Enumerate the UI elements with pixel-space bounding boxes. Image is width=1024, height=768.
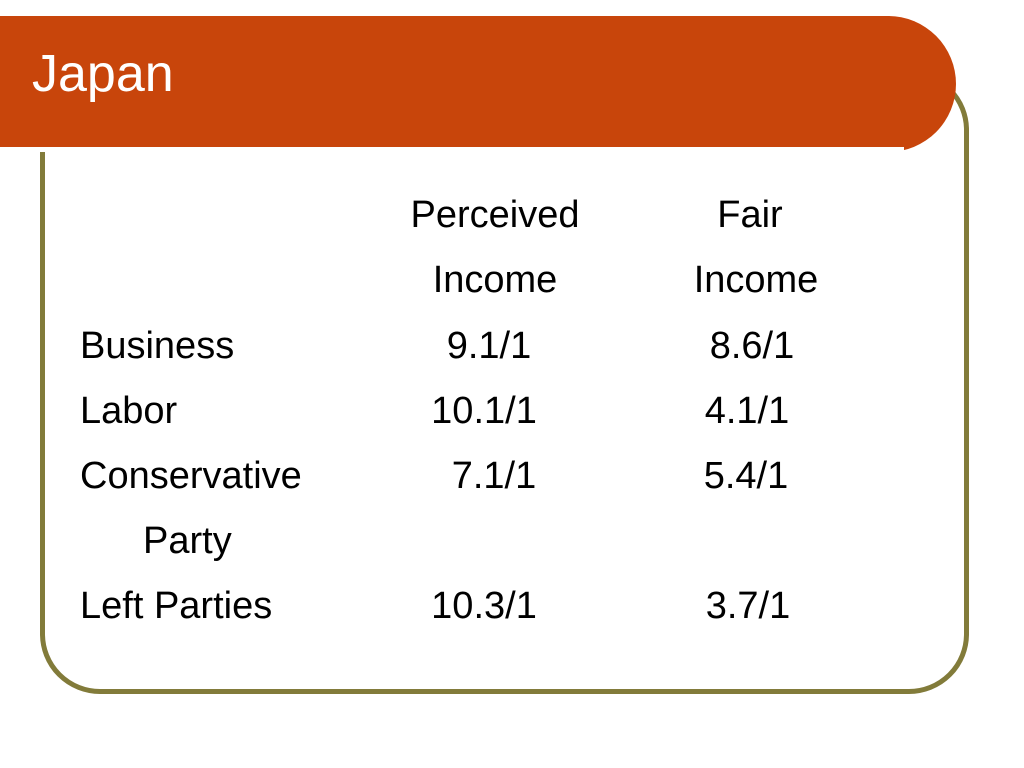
- cell-labor-fair: 4.1/1: [704, 390, 790, 432]
- header-fair-income: Income: [693, 259, 819, 301]
- row-label-conservative-party: Party: [143, 520, 232, 562]
- content-frame: [40, 70, 969, 694]
- header-fair: Fair: [717, 194, 783, 236]
- cell-left-parties-perceived: 10.3/1: [431, 585, 537, 627]
- row-label-business: Business: [80, 325, 235, 367]
- row-label-labor: Labor: [80, 390, 178, 432]
- title-underline: [0, 147, 904, 152]
- cell-left-parties-fair: 3.7/1: [705, 585, 791, 627]
- cell-business-fair: 8.6/1: [709, 325, 795, 367]
- title-bar: [0, 16, 956, 152]
- header-perceived-income: Income: [432, 259, 558, 301]
- cell-conservative-fair: 5.4/1: [703, 455, 789, 497]
- cell-conservative-perceived: 7.1/1: [451, 455, 537, 497]
- row-label-conservative: Conservative: [80, 455, 302, 497]
- header-perceived: Perceived: [410, 194, 580, 236]
- row-label-left-parties: Left Parties: [80, 585, 273, 627]
- cell-labor-perceived: 10.1/1: [431, 390, 537, 432]
- cell-business-perceived: 9.1/1: [446, 325, 532, 367]
- slide-title: Japan: [32, 45, 174, 103]
